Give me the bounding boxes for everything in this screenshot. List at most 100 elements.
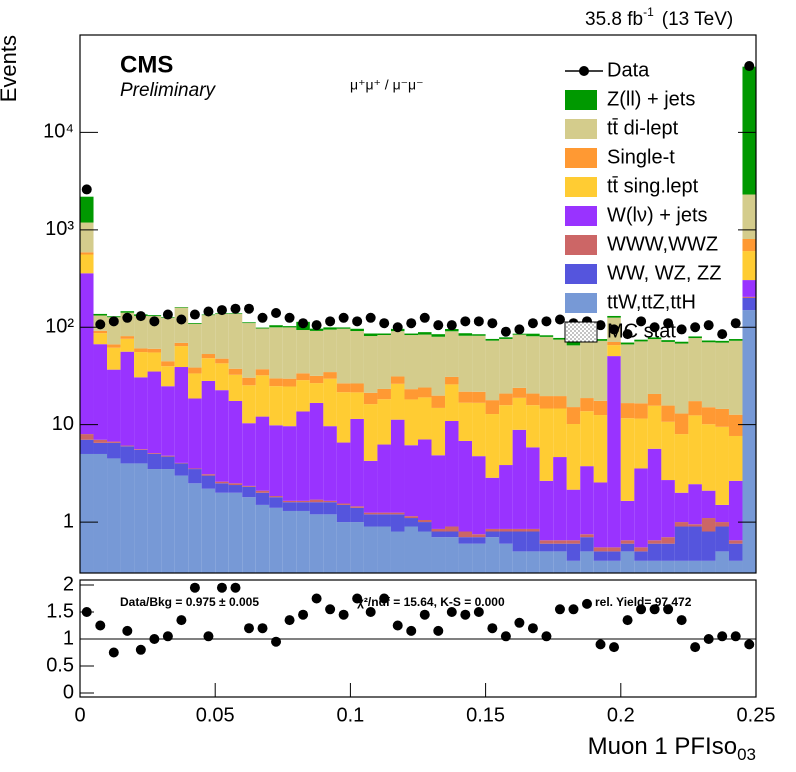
ratio-point (352, 593, 363, 604)
data-point (95, 319, 106, 330)
preliminary-label: Preliminary (120, 80, 217, 101)
stack-segment (647, 405, 662, 449)
stack-segment (363, 392, 378, 405)
ratio-point (284, 615, 295, 626)
stack-segment (296, 502, 310, 511)
stack-segment (107, 369, 121, 442)
ratio-point (162, 631, 173, 642)
stack-segment (93, 333, 108, 345)
stack-segment (634, 341, 648, 404)
stack-segment (269, 378, 283, 387)
stack-segment (282, 378, 297, 387)
data-point (176, 314, 187, 325)
data-point (379, 318, 390, 329)
stack-segment (485, 537, 500, 573)
data-point (162, 309, 173, 320)
ratio-point (460, 609, 471, 620)
stack-segment (215, 483, 229, 493)
stack-segment (188, 468, 202, 470)
stack-segment (593, 340, 608, 401)
stack-segment (458, 402, 473, 441)
data-point (690, 322, 701, 333)
stack-segment (539, 335, 554, 337)
data-point (257, 312, 268, 323)
stack-segment (242, 497, 256, 573)
stack-segment (593, 560, 608, 573)
stack-segment (742, 296, 756, 298)
y-tick-label: 10 (52, 413, 74, 435)
lumi: 35.8 fb-1 (13 TeV) (585, 5, 733, 30)
stack-segment (418, 397, 432, 440)
stack-segment (80, 254, 94, 274)
legend-label: tt̄ di-lept (607, 117, 679, 139)
stack-segment (499, 393, 513, 406)
stack-segment (269, 496, 283, 498)
ratio-point (554, 604, 565, 615)
data-point (541, 316, 552, 327)
stack-segment (728, 435, 743, 481)
stack-segment (566, 560, 581, 573)
stack-segment (147, 315, 162, 317)
stack-segment (445, 537, 459, 573)
stack-segment (255, 328, 270, 370)
x-tick-label: 0.15 (466, 704, 505, 726)
stack-segment (336, 522, 351, 573)
stack-segment (242, 323, 256, 378)
stack-segment (350, 331, 364, 384)
stack-segment (93, 330, 108, 334)
stack-segment (93, 313, 108, 316)
stack-segment (728, 340, 743, 415)
stack-segment (485, 528, 500, 532)
stack-segment (174, 346, 189, 368)
stack-segment (566, 489, 581, 541)
legend-label: Z(ll) + jets (607, 88, 695, 110)
stack-segment (377, 334, 391, 389)
stack-segment (255, 375, 270, 417)
stack-segment (390, 531, 405, 573)
stack-segment (688, 401, 702, 416)
stack-segment (607, 341, 621, 346)
stack-segment (580, 340, 594, 399)
stack-segment (323, 500, 337, 503)
lumi-sup: -1 (643, 5, 654, 19)
stack-segment (620, 344, 635, 404)
stack-segment (485, 414, 500, 478)
stack-segment (742, 310, 756, 573)
data-point (352, 316, 363, 327)
stack-segment (512, 397, 527, 430)
stack-segment (201, 358, 216, 381)
stack-segment (188, 469, 202, 484)
stack-segment (228, 368, 243, 375)
stack-segment (742, 239, 756, 252)
stack-segment (553, 540, 567, 544)
stack-segment (418, 522, 432, 532)
y-tick-label: 2 (63, 573, 74, 595)
stack-segment (323, 378, 337, 427)
stack-segment (255, 504, 270, 573)
stack-segment (593, 415, 608, 483)
legend-entry: Data (565, 59, 650, 81)
stack-segment (674, 341, 689, 344)
stack-segment (363, 526, 378, 573)
stack-segment (242, 423, 256, 486)
data-point (636, 316, 647, 327)
stack-segment (404, 445, 418, 517)
y-tick-label: 1 (63, 627, 74, 649)
legend-swatch (565, 177, 597, 197)
stack-segment (282, 502, 297, 511)
stack-segment (377, 514, 391, 527)
stack-segment (363, 460, 378, 513)
stack-segment (282, 386, 297, 427)
stack-segment (728, 543, 743, 561)
stack-segment (255, 490, 270, 493)
stack-segment (553, 337, 567, 340)
stack-segment (134, 449, 148, 450)
stack-segment (188, 322, 202, 324)
ratio-point (189, 582, 200, 593)
x-tick-label: 0.2 (607, 704, 635, 726)
stack-segment (377, 399, 391, 445)
stack-segment (323, 329, 337, 373)
stack-segment (445, 384, 459, 422)
ratio-point (609, 642, 620, 653)
